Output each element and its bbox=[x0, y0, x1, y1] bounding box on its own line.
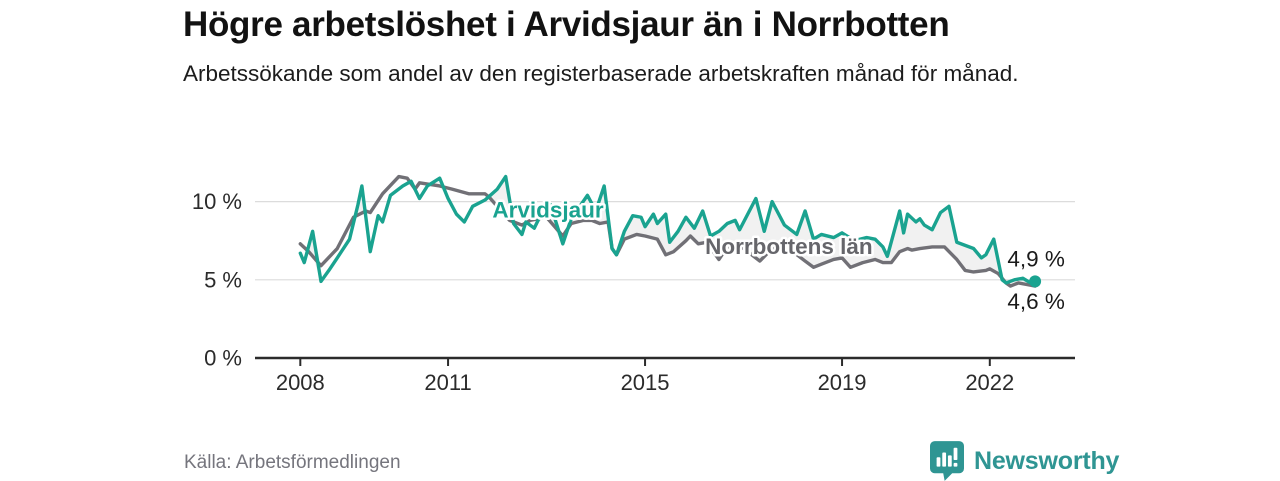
series-end-dot bbox=[1029, 275, 1042, 288]
series-label-norrbottens-l-n: Norrbottens län bbox=[705, 234, 873, 259]
line-chart: 2008 2011 2015 2019 2022 0 % 5 % 10 % Norrbotten… bbox=[180, 150, 1280, 405]
logo-bars-icon bbox=[936, 447, 958, 467]
newsworthy-logo[interactable]: Newsworthy bbox=[930, 441, 1119, 481]
chart-header: Högre arbetslöshet i Arvidsjaur än i Nor… bbox=[183, 0, 1103, 89]
y-tick-label: 5 % bbox=[204, 267, 242, 292]
chart-subtitle: Arbetssökande som andel av den registerb… bbox=[183, 61, 1019, 87]
x-tick-label: 2015 bbox=[621, 370, 670, 395]
page-title: Högre arbetslöshet i Arvidsjaur än i Nor… bbox=[183, 5, 950, 44]
series-line-norrbottens-l-n bbox=[298, 174, 1037, 288]
source-note: Källa: Arbetsförmedlingen bbox=[184, 452, 401, 473]
newsworthy-logo-icon bbox=[930, 441, 964, 481]
x-tick-label: 2008 bbox=[276, 370, 325, 395]
y-tick-label: 10 % bbox=[192, 189, 242, 214]
x-tick-label: 2011 bbox=[424, 370, 471, 395]
x-tick-label: 2022 bbox=[965, 370, 1014, 395]
newsworthy-wordmark: Newsworthy bbox=[974, 446, 1120, 475]
x-tick-label: 2019 bbox=[818, 370, 867, 395]
end-value-label-norrbottens-l-n: 4,6 % bbox=[1007, 289, 1065, 314]
end-value-label-arvidsjaur: 4,9 % bbox=[1007, 246, 1065, 271]
chart-canvas: 2008 2011 2015 2019 2022 0 % 5 % 10 % Norrbotten… bbox=[192, 174, 1075, 395]
y-tick-label: 0 % bbox=[204, 346, 242, 371]
series-label-arvidsjaur: Arvidsjaur bbox=[492, 197, 604, 222]
series-line-arvidsjaur bbox=[298, 174, 1037, 285]
